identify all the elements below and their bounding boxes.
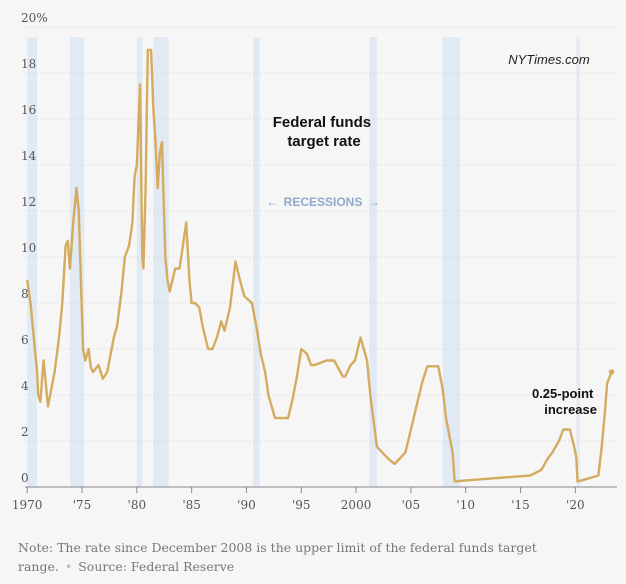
recession-band-5: [253, 37, 260, 487]
x-tick-label-1995: '95: [292, 498, 311, 512]
y-tick-label-2: 2: [21, 425, 29, 439]
x-tick-label-2010: '10: [456, 498, 475, 512]
x-axis-labels: 1970 '75 '80 '85 '90 '95 2000 '05 '10 '15 '20: [12, 487, 585, 512]
y-tick-label-14: 14: [21, 149, 37, 163]
y-tick-label-16: 16: [21, 103, 36, 117]
annotation-increase: 0.25-point increase: [532, 386, 597, 417]
recessions-arrow-right: →: [368, 195, 380, 209]
x-tick-label-2000: 2000: [341, 498, 372, 512]
series-line-fed-funds-rate: [26, 48, 613, 483]
x-tick-label-1970: 1970: [12, 498, 43, 512]
recessions-arrow-left: ←: [266, 195, 278, 209]
x-tick-label-1980: '80: [128, 498, 147, 512]
annotation-line-2: increase: [544, 402, 597, 417]
y-tick-label-20: 20%: [21, 11, 48, 25]
y-tick-label-10: 10: [21, 241, 36, 255]
gridlines: [25, 26, 617, 442]
recession-band-1: [27, 37, 38, 487]
recession-band-2: [69, 37, 85, 487]
recession-band-6: [369, 37, 377, 487]
annotation-line-1: 0.25-point: [532, 386, 594, 401]
y-tick-label-8: 8: [21, 287, 29, 301]
chart-title-line-1: Federal funds: [273, 114, 371, 131]
y-tick-label-0: 0: [21, 471, 29, 485]
x-tick-label-2005: '05: [402, 498, 421, 512]
recession-bands: [27, 37, 580, 487]
recessions-label-text: RECESSIONS: [284, 195, 363, 209]
footnote-separator: •: [64, 559, 73, 574]
footnote: Note: The rate since December 2008 is th…: [18, 538, 618, 576]
footnote-note: Note: The rate since December 2008 is th…: [18, 540, 537, 574]
x-tick-label-2015: '15: [511, 498, 530, 512]
chart-title-line-2: target rate: [287, 133, 360, 150]
x-tick-label-1985: '85: [182, 498, 201, 512]
recession-band-4: [153, 37, 169, 487]
y-axis-labels: 0 2 4 6 8 10 12 14 16 18 20%: [21, 11, 48, 485]
x-tick-label-1990: '90: [237, 498, 256, 512]
y-tick-label-12: 12: [21, 195, 36, 209]
chart-area: 0 2 4 6 8 10 12 14 16 18 20% 1970 '75 '80 '85 '90 '95 20…: [12, 11, 617, 512]
recession-band-3: [136, 37, 143, 487]
y-tick-label-4: 4: [21, 379, 29, 393]
watermark: NYTimes.com: [508, 52, 590, 67]
x-tick-label-2020: '20: [566, 498, 585, 512]
recession-band-7: [442, 37, 461, 487]
data-point-latest: [608, 369, 615, 375]
recessions-label: ← RECESSIONS →: [266, 195, 379, 209]
y-tick-label-18: 18: [21, 57, 36, 71]
recession-band-8: [576, 37, 580, 487]
x-tick-label-1975: '75: [73, 498, 92, 512]
chart-title: Federal funds target rate: [273, 114, 376, 150]
y-tick-label-6: 6: [21, 333, 29, 347]
footnote-source: Source: Federal Reserve: [78, 559, 235, 574]
